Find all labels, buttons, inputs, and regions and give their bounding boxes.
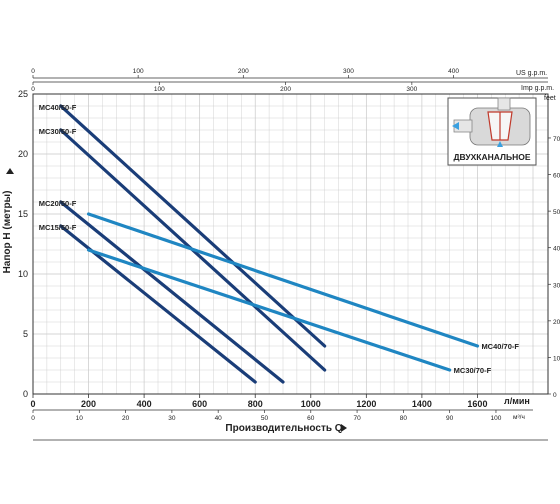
feet-tick-label: 20	[553, 319, 560, 326]
series-label: MC40/50-F	[39, 103, 77, 112]
us-gpm-tick-label: 300	[343, 68, 354, 75]
us-gpm-tick-label: 0	[31, 68, 35, 75]
x-unit-primary: л/мин	[504, 396, 530, 406]
feet-tick-label: 60	[553, 173, 560, 180]
m3h-tick-label: 30	[168, 415, 176, 422]
m3h-tick-label: 90	[446, 415, 454, 422]
us-gpm-tick-label: 200	[238, 68, 249, 75]
inflow-arrow-icon	[452, 122, 459, 130]
y-tick-label: 20	[18, 149, 28, 159]
top-unit-imp-gpm: Imp g.p.m.	[521, 85, 554, 92]
plot-frame	[32, 93, 549, 395]
m3h-tick-label: 80	[400, 415, 408, 422]
series-label: MC30/50-F	[39, 127, 77, 136]
feet-tick-label: 10	[553, 355, 560, 362]
y-tick-label: 0	[23, 389, 28, 399]
series-label: MC15/50-F	[39, 223, 77, 232]
y-tick-label: 10	[18, 269, 28, 279]
feet-tick-label: 30	[553, 282, 560, 289]
x-tick-label: 0	[30, 399, 35, 409]
m3h-tick-label: 70	[353, 415, 361, 422]
series-line	[86, 248, 452, 372]
m3h-tick-label: 20	[122, 415, 130, 422]
x-axis-title: Производительность Q	[225, 423, 342, 434]
inset-caption: ДВУХКАНАЛЬНОЕ	[453, 152, 530, 162]
us-gpm-tick-label: 400	[448, 68, 459, 75]
m3h-tick-label: 40	[215, 415, 223, 422]
y-tick-label: 5	[23, 329, 28, 339]
top-unit-us-gpm: US g.p.m.	[516, 70, 547, 77]
m3h-tick-label: 10	[76, 415, 84, 422]
x-unit-m3h: м³/ч	[513, 414, 525, 421]
us-gpm-tick-label: 100	[133, 68, 144, 75]
x-tick-label: 400	[137, 399, 152, 409]
x-tick-label: 800	[248, 399, 263, 409]
plot-border	[32, 93, 549, 395]
imp-gpm-tick-label: 100	[154, 86, 165, 93]
series-label: MC30/70-F	[454, 366, 492, 375]
series-label: MC20/50-F	[39, 199, 77, 208]
imp-gpm-tick-label: 300	[406, 86, 417, 93]
y-axis-arrow-icon	[6, 168, 14, 174]
m3h-tick-label: 0	[31, 415, 35, 422]
feet-tick-label: 50	[553, 209, 560, 216]
series-label: MC40/70-F	[481, 342, 519, 351]
x-tick-label: 1600	[467, 399, 487, 409]
y-unit-feet: feet	[544, 95, 556, 102]
y-tick-label: 15	[18, 209, 28, 219]
imp-gpm-tick-label: 0	[31, 86, 35, 93]
feet-tick-label: 0	[553, 392, 557, 399]
pump-outlet-icon	[497, 97, 511, 111]
m3h-tick-label: 60	[307, 415, 315, 422]
outflow-arrow-icon	[497, 141, 503, 147]
x-axis-arrow-icon	[341, 424, 347, 432]
series-line	[59, 200, 285, 384]
series-line	[86, 212, 480, 348]
x-tick-label: 200	[81, 399, 96, 409]
feet-tick-label: 70	[553, 136, 560, 143]
feet-tick-label: 40	[553, 246, 560, 253]
x-tick-label: 600	[192, 399, 207, 409]
m3h-tick-label: 50	[261, 415, 269, 422]
impeller-inset: ДВУХКАНАЛЬНОЕ	[447, 97, 537, 166]
x-tick-label: 1400	[412, 399, 432, 409]
y-tick-label: 25	[18, 89, 28, 99]
imp-gpm-tick-label: 200	[280, 86, 291, 93]
x-tick-label: 1000	[301, 399, 321, 409]
y-axis-title: Напор H (метры)	[2, 191, 13, 274]
x-tick-label: 1200	[356, 399, 376, 409]
series-group: MC40/50-F MC30/50-F MC20/50-F MC15/50-F MC40…	[39, 103, 519, 384]
m3h-tick-label: 100	[491, 415, 502, 422]
series-line	[59, 104, 327, 348]
